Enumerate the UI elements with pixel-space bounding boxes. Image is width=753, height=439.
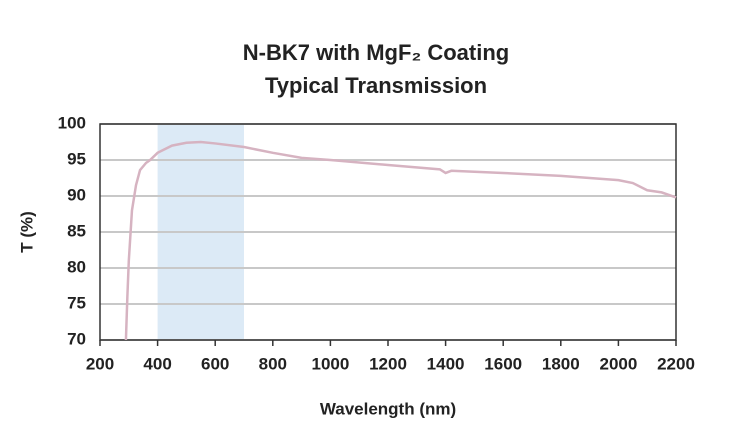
plot-frame bbox=[99, 123, 677, 341]
x-tick-label: 1200 bbox=[369, 354, 407, 373]
x-tick-label: 400 bbox=[143, 354, 171, 373]
data-line bbox=[124, 140, 677, 341]
y-axis-label: T (%) bbox=[17, 211, 36, 253]
x-tick-label: 1800 bbox=[542, 354, 580, 373]
x-tick-label: 800 bbox=[259, 354, 287, 373]
x-tick-label: 1400 bbox=[427, 354, 465, 373]
x-tick-label: 600 bbox=[201, 354, 229, 373]
y-tick-label: 95 bbox=[67, 149, 86, 168]
x-axis-label: Wavelength (nm) bbox=[320, 399, 456, 418]
y-tick-label: 100 bbox=[58, 113, 86, 132]
x-tick-label: 1000 bbox=[311, 354, 349, 373]
y-tick-label: 70 bbox=[67, 329, 86, 348]
y-tick-label: 85 bbox=[67, 221, 86, 240]
x-tick-label: 200 bbox=[86, 354, 114, 373]
y-tick-label: 90 bbox=[67, 185, 86, 204]
x-tick-label: 1600 bbox=[484, 354, 522, 373]
chart-title: N-BK7 with MgF₂ Coating bbox=[243, 40, 509, 65]
chart-subtitle: Typical Transmission bbox=[265, 73, 487, 98]
y-tick-label: 80 bbox=[67, 257, 86, 276]
x-tick-label: 2000 bbox=[599, 354, 637, 373]
x-tick-label: 2200 bbox=[657, 354, 695, 373]
y-tick-label: 75 bbox=[67, 293, 86, 312]
